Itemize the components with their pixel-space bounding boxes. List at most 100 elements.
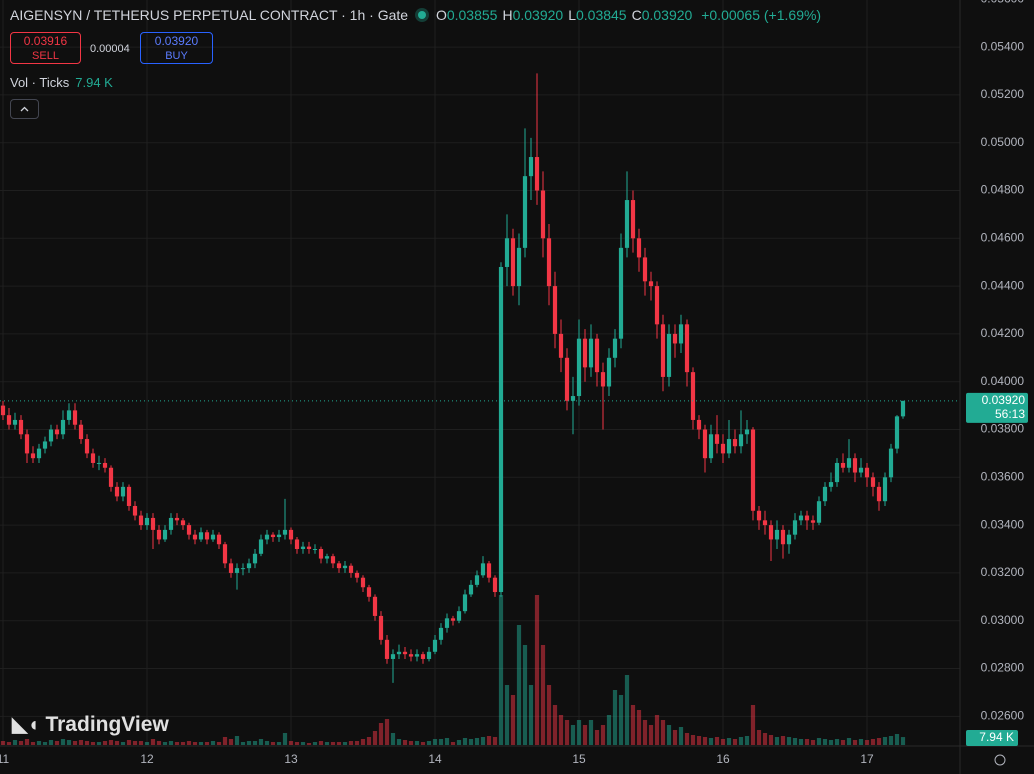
candle-body <box>852 458 858 473</box>
volume-bar <box>480 737 486 745</box>
header: AIGENSYN / TETHERUS PERPETUAL CONTRACT ·… <box>10 7 821 23</box>
candle-body <box>510 238 516 287</box>
volume-bar <box>360 739 366 745</box>
candle-body <box>672 333 678 344</box>
volume-bar <box>192 742 198 745</box>
volume-bar <box>312 742 318 745</box>
volume-bar <box>522 645 528 745</box>
candle-body <box>306 546 312 550</box>
y-tick-label: 0.04200 <box>981 326 1025 340</box>
candle-body <box>372 596 378 616</box>
volume-bar <box>234 736 240 745</box>
volume-bar <box>852 740 858 745</box>
volume-bar <box>126 740 132 745</box>
volume-bar <box>198 742 204 745</box>
volume-bar <box>708 738 714 745</box>
buy-button[interactable]: 0.03920 BUY <box>140 32 213 64</box>
volume-bar <box>450 742 456 745</box>
volume-bar <box>114 741 120 745</box>
settings-icon[interactable] <box>994 754 1006 766</box>
volume-bar <box>336 742 342 745</box>
candle-body <box>486 563 492 578</box>
candle-body <box>804 515 810 521</box>
candle-body <box>276 534 282 538</box>
volume-bar <box>720 739 726 745</box>
candle-body <box>432 639 438 652</box>
volume-bar <box>486 736 492 745</box>
ohlc-value: 0.03920 <box>512 7 564 23</box>
volume-bar <box>48 740 54 745</box>
candle-body <box>348 565 354 573</box>
y-tick-label: 0.03000 <box>981 613 1025 627</box>
candle-body <box>312 549 318 551</box>
candle-body <box>288 529 294 540</box>
volume-bar <box>546 685 552 745</box>
candle-body <box>66 410 72 420</box>
candle-body <box>426 651 432 659</box>
volume-bar <box>684 733 690 745</box>
candle-body <box>636 238 642 258</box>
candle-body <box>336 563 342 569</box>
candle-body <box>72 410 78 425</box>
candle-body <box>408 654 414 657</box>
volume-bar <box>600 725 606 745</box>
candle-body <box>300 546 306 550</box>
candle-body <box>660 324 666 377</box>
candle-body <box>642 257 648 282</box>
candle-body <box>48 429 54 442</box>
volume-bar <box>24 739 30 745</box>
candle-body <box>174 517 180 521</box>
candle-body <box>210 534 216 540</box>
volume-bar <box>882 737 888 745</box>
volume-bar <box>816 738 822 745</box>
x-tick-label: 13 <box>284 752 298 766</box>
volume-bar <box>270 742 276 745</box>
volume-bar <box>744 736 750 745</box>
ohlc-label: O <box>435 7 447 23</box>
candle-body <box>384 639 390 659</box>
candle-body <box>264 534 270 540</box>
status-dot <box>418 11 427 19</box>
candle-body <box>84 439 90 454</box>
candle-body <box>810 520 816 523</box>
ohlc-legend: O0.03855 H0.03920 L0.03845 C0.03920 <box>436 7 697 23</box>
chevron <box>20 106 29 112</box>
candle-body <box>618 247 624 339</box>
volume-bar <box>456 740 462 745</box>
volume-bar <box>588 720 594 745</box>
volume-bar <box>558 715 564 745</box>
volume-bar <box>168 741 174 745</box>
change: +0.00065 (+1.69%) <box>701 7 822 23</box>
volume-bar <box>390 733 396 745</box>
candle-body <box>522 176 528 248</box>
volume-bar <box>510 695 516 745</box>
volume-bar <box>300 742 306 745</box>
volume-bar <box>828 740 834 745</box>
volume-bar <box>582 725 588 745</box>
sell-button[interactable]: 0.03916 SELL <box>10 32 81 64</box>
candle-body <box>882 477 888 502</box>
volume-bar <box>738 737 744 745</box>
volume-bar <box>60 739 66 745</box>
candle-body <box>294 539 300 550</box>
candle-body <box>840 462 846 468</box>
volume-bar <box>576 720 582 745</box>
volume-bar <box>432 739 438 745</box>
ohlc-label: H <box>502 7 513 23</box>
volume-bar <box>762 733 768 745</box>
candle-body <box>390 654 396 659</box>
volume-bar <box>222 737 228 745</box>
candle-body <box>870 477 876 487</box>
volume-badge-label: 7.94 K <box>979 730 1014 744</box>
candle-body <box>228 563 234 573</box>
candle-body <box>612 338 618 358</box>
volume-bar <box>282 733 288 745</box>
volume-badge <box>966 730 1018 746</box>
volume-bar <box>72 741 78 745</box>
candle-body <box>738 434 744 447</box>
volume-bar <box>834 739 840 745</box>
volume-bar <box>0 741 6 745</box>
candle-body <box>564 357 570 401</box>
collapse-button[interactable] <box>10 99 39 119</box>
volume-bar <box>726 738 732 745</box>
